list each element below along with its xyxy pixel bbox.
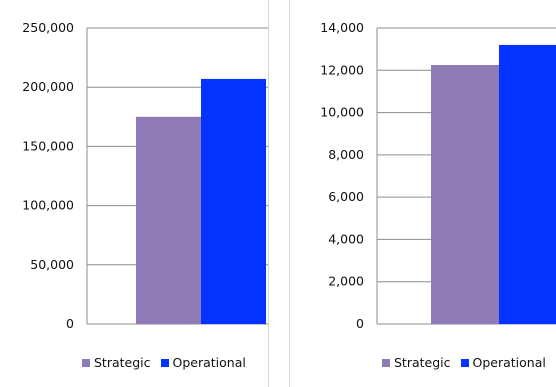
y-tick-label: 2,000 [328, 274, 364, 289]
y-tick-label: 6,000 [328, 189, 364, 204]
legend-item-strategic: Strategic [382, 355, 451, 370]
y-tick-label: 100,000 [22, 198, 74, 213]
y-tick-label: 12,000 [320, 62, 364, 77]
legend-label: Strategic [394, 355, 451, 370]
legend-item-strategic: Strategic [82, 355, 151, 370]
y-tick-label: 150,000 [22, 138, 74, 153]
legend-label: Operational [172, 355, 246, 370]
y-tick-label: 0 [356, 316, 364, 331]
y-tick-label: 10,000 [320, 105, 364, 120]
legend-item-operational: Operational [160, 355, 246, 370]
y-tick-label: 50,000 [30, 257, 74, 272]
bar-strategic [136, 116, 201, 324]
y-tick-label: 4,000 [328, 231, 364, 246]
legend-swatch [160, 358, 169, 367]
bar-operational [201, 78, 266, 324]
legend-label: Strategic [94, 355, 151, 370]
y-tick-label: 14,000 [320, 20, 364, 35]
legend-item-operational: Operational [460, 355, 546, 370]
y-tick-label: 250,000 [22, 20, 74, 35]
chart-left: 0 50,000 100,000 150,000 200,000 250,000 [22, 20, 268, 331]
legend-swatch [82, 358, 90, 367]
legend-swatch [460, 358, 469, 367]
chart-right: 0 2,000 4,000 6,000 8,000 10,000 12,000 14,000 [320, 20, 556, 331]
y-tick-label: 0 [66, 316, 74, 331]
legend-left: Strategic Operational [82, 355, 256, 370]
bar-strategic [431, 65, 499, 324]
legend-swatch [382, 358, 390, 367]
bar-operational [499, 44, 556, 325]
legend-label: Operational [472, 355, 546, 370]
legend-right: Strategic Operational [382, 355, 556, 370]
chart-panel-right: 0 2,000 4,000 6,000 8,000 10,000 12,000 14,000 … [289, 0, 556, 387]
chart-panel-left: 0 50,000 100,000 150,000 200,000 250,000 Stra… [0, 0, 269, 387]
y-tick-label: 8,000 [328, 147, 364, 162]
y-tick-label: 200,000 [22, 79, 74, 94]
